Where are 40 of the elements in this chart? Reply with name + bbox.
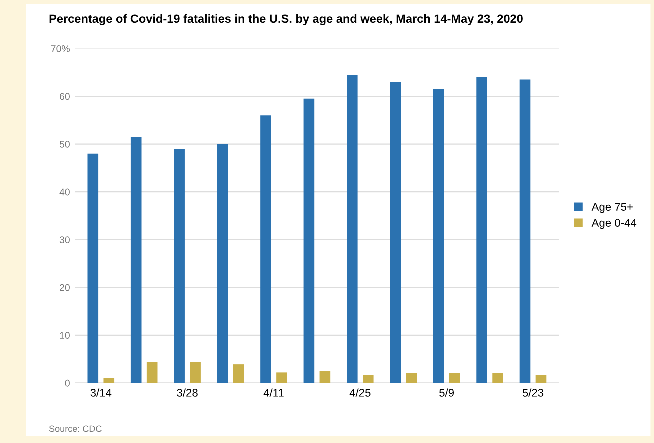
y-tick-label: 40 (60, 188, 70, 196)
bar (260, 116, 272, 384)
bar (233, 364, 244, 384)
y-tick-label: 50 (60, 141, 70, 148)
legend-label: Age 0-44 (592, 219, 637, 230)
bar (390, 82, 402, 384)
bar (130, 137, 142, 384)
y-tick-label: 20 (60, 284, 70, 292)
bar (433, 89, 444, 384)
y-tick-label: 70% (51, 45, 70, 52)
bar (304, 98, 315, 384)
source-note: Source: CDC (49, 426, 102, 432)
bar (536, 375, 547, 384)
bar (88, 154, 99, 384)
bar (320, 371, 331, 384)
y-tick-label: 10 (60, 332, 70, 340)
bar (174, 149, 185, 384)
bar (217, 144, 228, 384)
x-tick-label: 5/23 (522, 388, 544, 397)
bar (449, 373, 460, 384)
bar (492, 373, 504, 384)
bar (190, 362, 201, 384)
bar (406, 373, 418, 384)
x-tick-label: 4/11 (264, 388, 284, 397)
bar (362, 375, 374, 384)
y-tick-label: 30 (60, 236, 70, 244)
chart-title: Percentage of Covid-19 fatalities in the U.S. by age and week, March 14-May 23, 2020 (50, 14, 523, 26)
bar (476, 77, 488, 384)
bar (146, 362, 158, 384)
x-tick-label: 5/9 (440, 388, 454, 397)
legend-label: Age 75+ (592, 203, 633, 214)
x-tick-label: 4/25 (350, 388, 371, 397)
x-tick-label: 3/28 (177, 388, 198, 397)
y-tick-label: 60 (60, 93, 70, 100)
x-tick-label: 3/14 (90, 388, 112, 397)
y-tick-label: 0 (65, 380, 70, 387)
bar (520, 80, 531, 384)
bar (276, 372, 288, 384)
bar (104, 378, 115, 384)
bar (347, 75, 358, 384)
